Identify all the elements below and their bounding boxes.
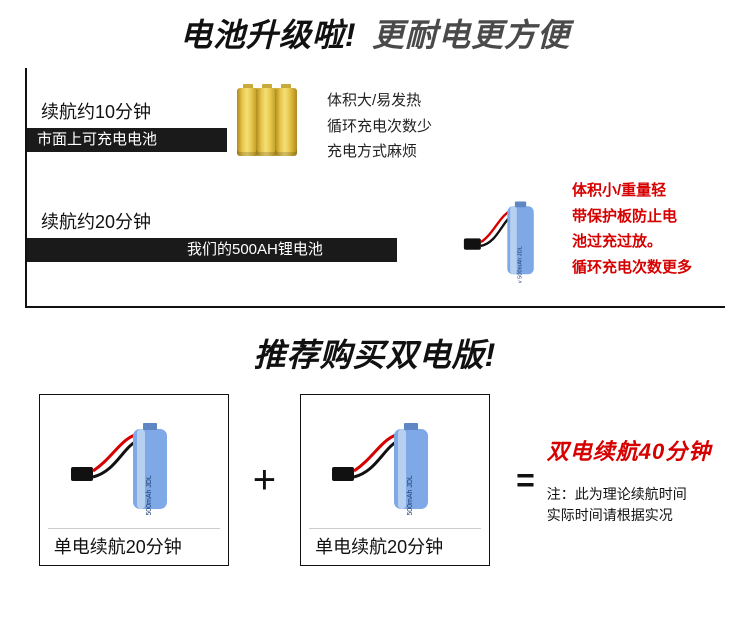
comparison-chart: 续航约10分钟 市面上可充电电池 体积大/易发热 循环充电次数少 充电方式麻烦 … <box>25 68 725 308</box>
headline-part2: 更耐电更方便 <box>372 17 570 53</box>
pro-line: 带保护板防止电 <box>572 204 732 230</box>
runtime-label-10min: 续航约10分钟 <box>27 98 227 124</box>
con-line: 充电方式麻烦 <box>327 139 432 165</box>
plus-sign: + <box>229 458 300 503</box>
svg-text:3.7v 500mAh JDL: 3.7v 500mAh JDL <box>407 475 414 515</box>
result-headline: 双电续航40分钟 <box>547 434 711 466</box>
box-caption: 单电续航20分钟 <box>48 528 220 559</box>
lithium-battery-icon: 3.7v 500mAh JDL <box>462 173 552 283</box>
con-line: 循环充电次数少 <box>327 114 432 140</box>
lithium-battery-icon: 3.7v 500mAh JDL <box>320 405 470 515</box>
market-battery-cons: 体积大/易发热 循环充电次数少 充电方式麻烦 <box>327 88 432 165</box>
result-note: 注：此为理论续航时间 实际时间请根据实况 <box>547 484 687 526</box>
pro-line: 体积小/重量轻 <box>572 178 732 204</box>
bar-market: 市面上可充电电池 <box>27 128 227 152</box>
chart-row-market: 续航约10分钟 市面上可充电电池 <box>27 98 227 152</box>
section-recommend: 推荐购买双电版! 3.7v 500mAh JDL 单电续航20分钟 + <box>0 308 750 566</box>
battery-box-2: 3.7v 500mAh JDL 单电续航20分钟 <box>300 394 490 566</box>
aa-battery-group <box>237 88 294 156</box>
box-caption: 单电续航20分钟 <box>309 528 481 559</box>
pro-line: 循环充电次数更多 <box>572 255 732 281</box>
bar-ours: 我们的500AH锂电池 <box>27 238 397 262</box>
headline-1: 电池升级啦! 更耐电更方便 <box>0 0 750 68</box>
combo-row: 3.7v 500mAh JDL 单电续航20分钟 + 3.7v 500mAh J… <box>0 394 750 566</box>
headline-2: 推荐购买双电版! <box>0 308 750 394</box>
note-line: 实际时间请根据实况 <box>547 505 687 526</box>
our-battery-pros: 体积小/重量轻 带保护板防止电 池过充过放。 循环充电次数更多 <box>572 178 732 280</box>
aa-battery-icon <box>275 88 297 156</box>
combo-result: 双电续航40分钟 注：此为理论续航时间 实际时间请根据实况 <box>547 434 711 526</box>
svg-text:3.7v 500mAh JDL: 3.7v 500mAh JDL <box>146 475 153 515</box>
chart-row-ours: 续航约20分钟 我们的500AH锂电池 <box>27 208 397 262</box>
con-line: 体积大/易发热 <box>327 88 432 114</box>
headline-part1: 电池升级啦! <box>180 17 357 53</box>
section-upgrade: 电池升级啦! 更耐电更方便 续航约10分钟 市面上可充电电池 体积大/易发热 循… <box>0 0 750 308</box>
runtime-label-20min: 续航约20分钟 <box>27 208 397 234</box>
note-line: 注：此为理论续航时间 <box>547 484 687 505</box>
pro-line: 池过充过放。 <box>572 229 732 255</box>
lithium-battery-icon: 3.7v 500mAh JDL <box>59 405 209 515</box>
svg-text:3.7v 500mAh JDL: 3.7v 500mAh JDL <box>518 246 524 283</box>
equals-sign: = <box>490 462 547 499</box>
battery-box-1: 3.7v 500mAh JDL 单电续航20分钟 <box>39 394 229 566</box>
